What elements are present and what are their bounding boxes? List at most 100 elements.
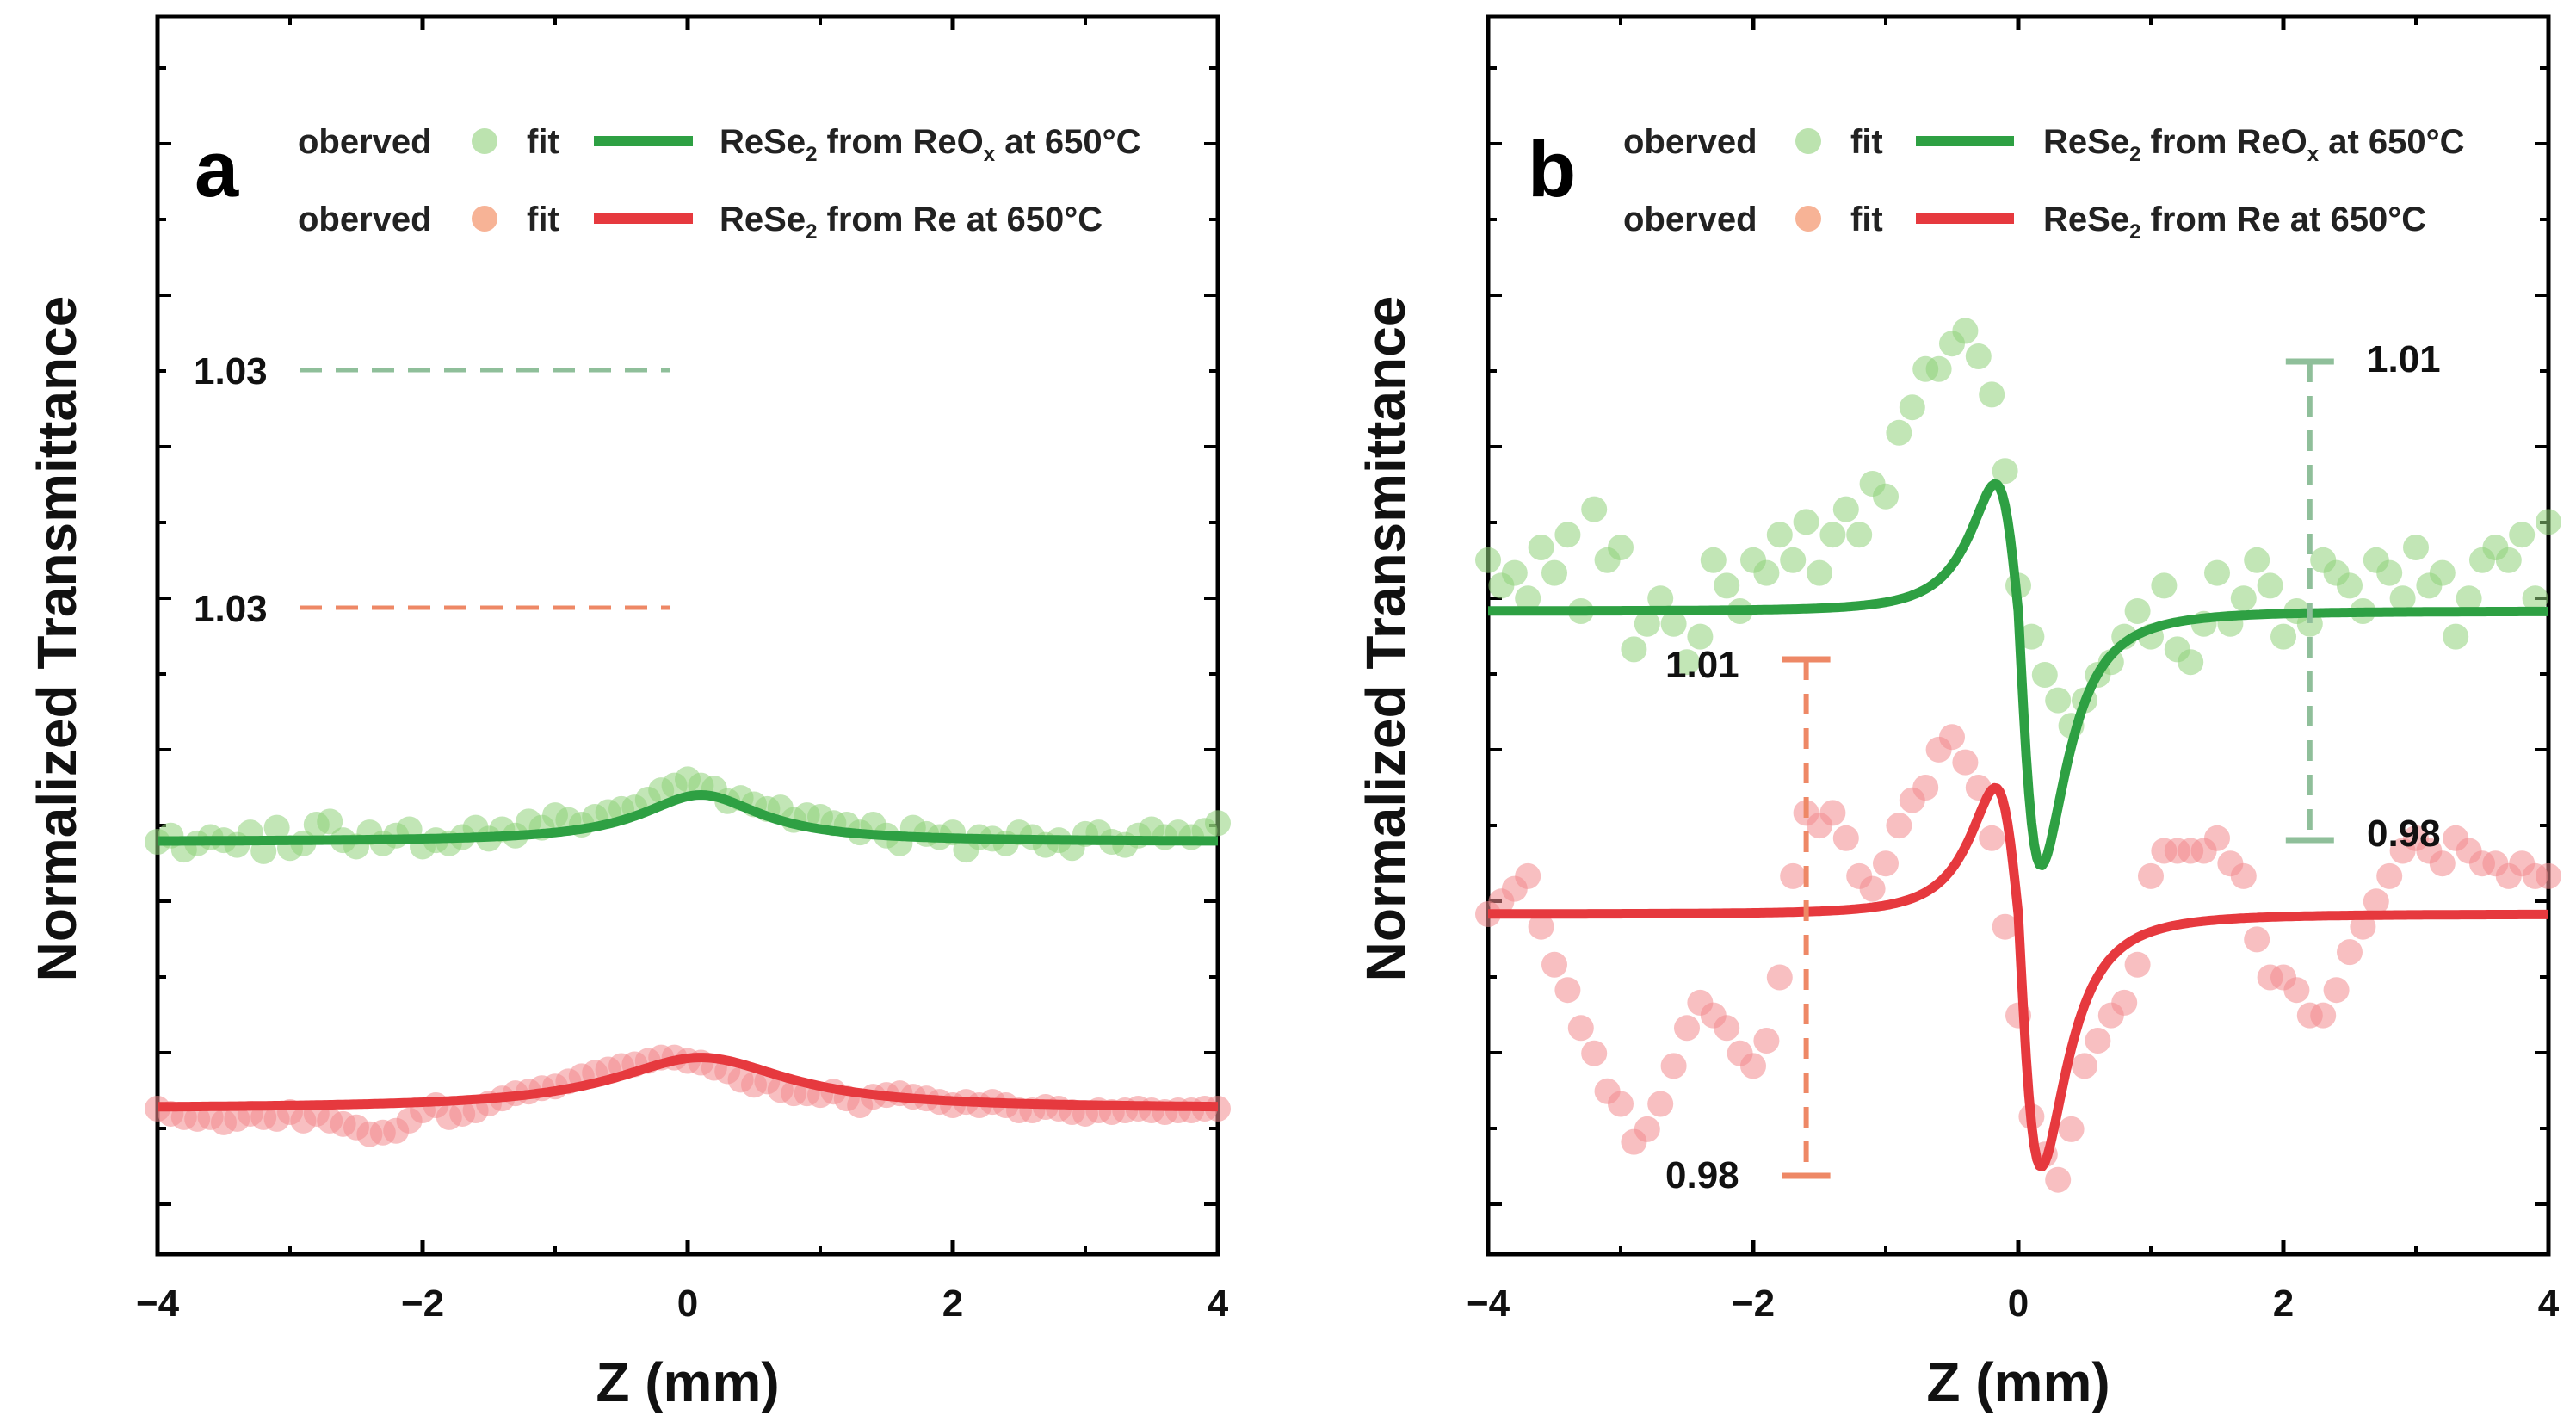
data-point-green (2389, 585, 2416, 612)
legend-b-1-name: ReSe2 from ReOx at 650°C (2043, 123, 2465, 166)
data-point-red (2230, 862, 2257, 889)
data-point-green (2151, 572, 2178, 599)
data-point-green (1965, 343, 1992, 369)
data-point-green (1554, 522, 1581, 548)
data-point-green (2456, 585, 2482, 612)
annotation-a-green-label: 1.03 (194, 350, 268, 393)
legend-a-1-name: ReSe2 from ReOx at 650°C (720, 123, 1141, 166)
data-point-green (2536, 509, 2561, 535)
data-point-red (1714, 1015, 1740, 1042)
data-point-green (1807, 559, 1832, 586)
ticks-b: −4 −2 0 2 4 (1467, 16, 2560, 1325)
annotation-b-green-top: 1.01 (2367, 338, 2441, 380)
data-point-green (2522, 585, 2548, 612)
data-point-green (1634, 610, 1660, 637)
data-point-green (1780, 547, 1807, 573)
data-point-green (1674, 649, 1700, 676)
data-point-red (2072, 1053, 2097, 1079)
data-point-red (1912, 775, 1939, 801)
data-point-red (1753, 1028, 1780, 1054)
data-point-green (2403, 535, 2429, 560)
data-point-green (1766, 522, 1793, 548)
points-b (1475, 318, 2561, 1193)
data-point-green (1925, 355, 1952, 382)
data-point-red (2138, 862, 2164, 889)
data-point-green (2495, 547, 2522, 573)
data-point-green (2031, 662, 2058, 688)
data-point-green (1793, 509, 1819, 535)
data-point-green (1979, 381, 2005, 408)
fit-lines-a (155, 790, 1220, 1112)
legend-b-2-line-label: fit (1850, 201, 1883, 238)
data-point-red (1567, 1015, 1594, 1042)
data-point-green (263, 814, 290, 841)
data-point-red (2350, 913, 2376, 940)
legend-a-2-line-label: fit (527, 201, 559, 238)
legend-b-1-line-label: fit (1850, 123, 1883, 161)
data-point-red (2429, 850, 2456, 877)
fit-line-green (1486, 479, 2551, 870)
data-point-red (2376, 862, 2403, 889)
data-point-green (1992, 458, 2018, 485)
fit-line-red (1486, 782, 2551, 1171)
data-point-red (1819, 800, 1846, 826)
data-point-green (2124, 598, 2151, 624)
annotation-b-red-bottom: 0.98 (1665, 1154, 1739, 1196)
data-point-red (1528, 913, 1554, 940)
data-point-red (1740, 1053, 1766, 1079)
data-point-red (2124, 951, 2151, 978)
data-point-green (1687, 623, 1714, 650)
data-point-green (1886, 419, 1912, 446)
x-tick-label: 2 (2273, 1283, 2294, 1325)
data-point-red (1979, 825, 2005, 851)
data-point-green (1952, 318, 1979, 344)
data-point-green (1528, 535, 1554, 560)
data-point-green (2230, 585, 2257, 612)
data-point-green (1819, 522, 1846, 548)
data-point-green (1515, 585, 1541, 612)
x-axis-title-b: Z (mm) (1926, 1351, 2110, 1413)
data-point-red (2283, 977, 2310, 1004)
data-point-green (2018, 623, 2045, 650)
data-point-green (2429, 559, 2456, 586)
data-point-green (1501, 559, 1528, 586)
data-point-red (1608, 1091, 1634, 1117)
y-axis-title-a: Normalized Transmittance (26, 296, 88, 982)
legend-a-1-line-label: fit (527, 123, 559, 161)
panel-letter-a: a (195, 126, 239, 213)
data-point-red (2536, 862, 2561, 889)
data-point-red (1554, 977, 1581, 1004)
x-tick-label: −2 (1732, 1283, 1775, 1325)
data-point-green (1846, 522, 1873, 548)
data-point-green (1700, 547, 1727, 573)
legend-b-2-marker (1795, 206, 1821, 232)
data-point-green (1832, 496, 1859, 522)
data-point-green (2178, 649, 2204, 676)
data-point-green (2270, 623, 2296, 650)
y-axis-title-b: Normalized Transmittance (1355, 296, 1417, 982)
data-point-red (2111, 989, 2138, 1016)
data-point-green (317, 808, 343, 835)
x-tick-label: 0 (2008, 1283, 2029, 1325)
x-tick-label: −2 (401, 1283, 444, 1325)
data-point-green (1753, 559, 1780, 586)
data-point-red (1647, 1091, 1674, 1117)
data-point-red (2244, 926, 2270, 953)
data-point-green (1608, 535, 1634, 560)
panel-a: −4 −2 0 2 4 a oberved fit ReSe2 from ReOx at… (26, 14, 1231, 1413)
data-point-green (1581, 496, 1608, 522)
data-point-green (2045, 687, 2072, 714)
annotation-b-green-bottom: 0.98 (2367, 813, 2441, 855)
data-point-green (2337, 572, 2363, 599)
data-point-red (1873, 850, 1899, 877)
data-point-red (1952, 749, 1979, 776)
data-point-red (1674, 1015, 1700, 1042)
x-tick-label: −4 (136, 1283, 180, 1325)
data-point-green (2443, 623, 2469, 650)
fit-line-red (155, 1053, 1220, 1112)
data-point-red (2045, 1166, 2072, 1193)
legend-a-1-marker-label: oberved (298, 123, 432, 161)
data-point-red (1515, 862, 1541, 889)
fit-line-green (155, 790, 1220, 846)
data-point-green (2257, 572, 2283, 599)
